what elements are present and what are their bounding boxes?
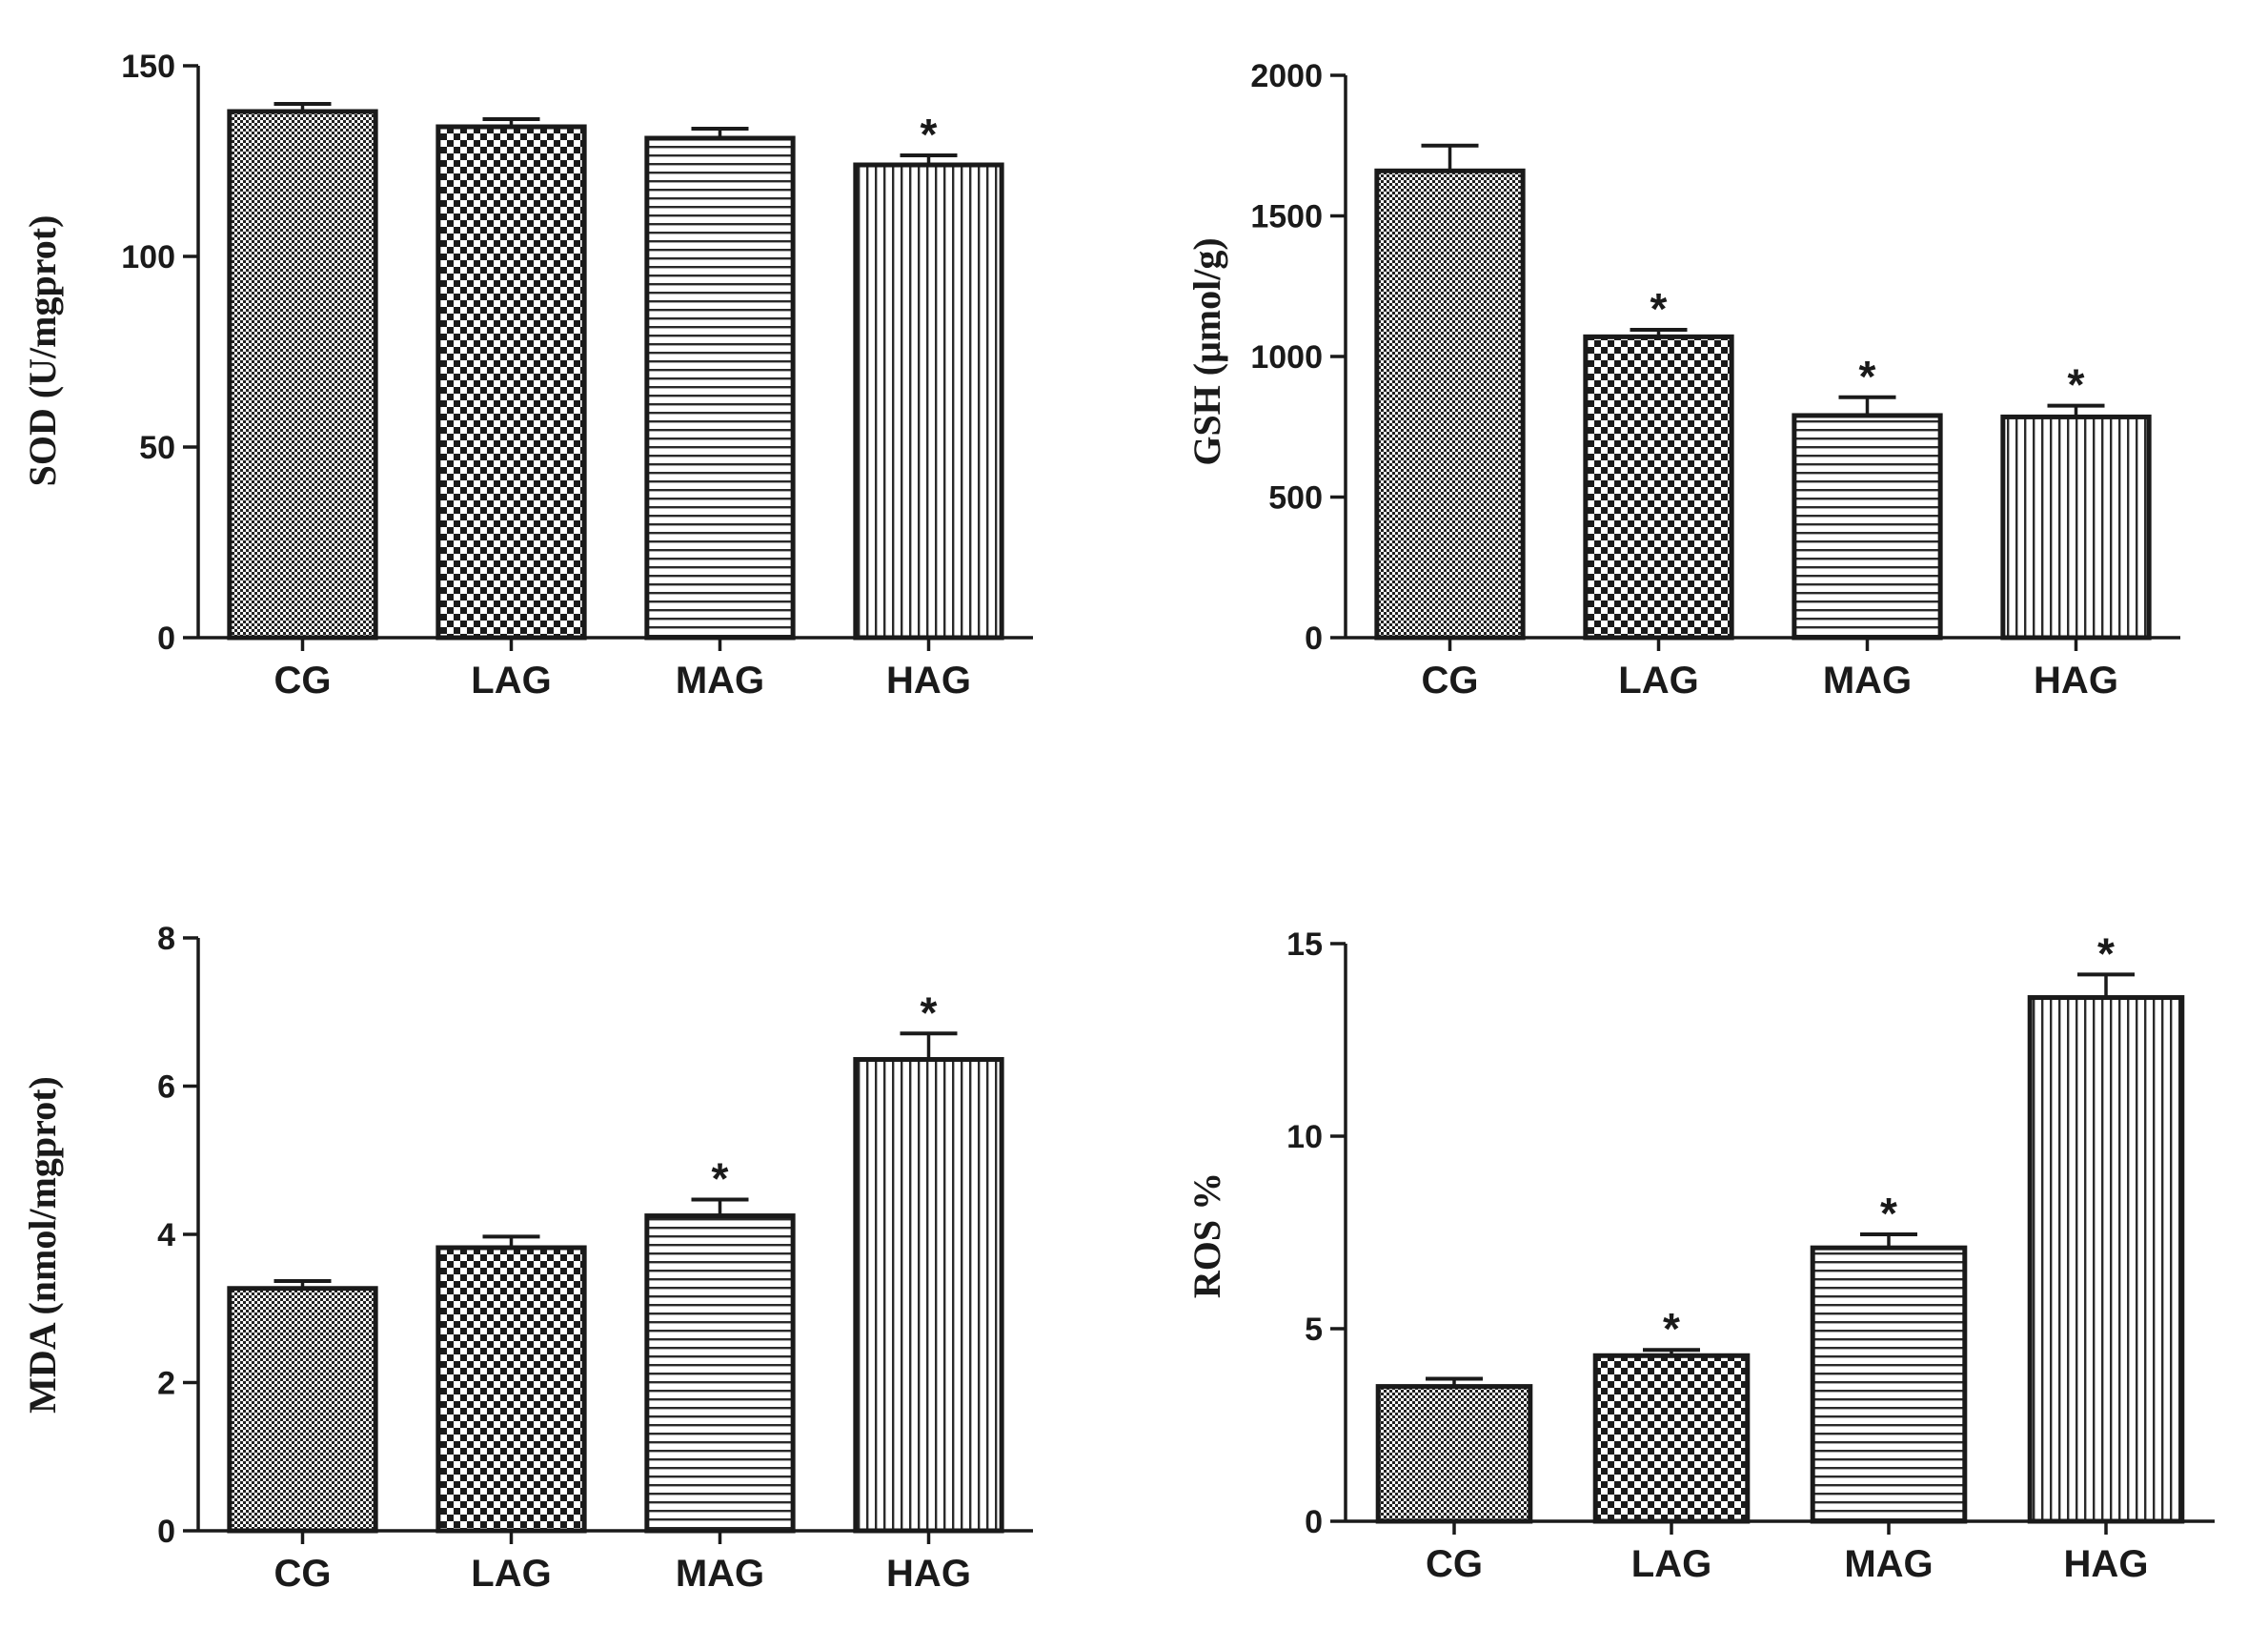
- y-axis-title: ROS %: [1185, 1172, 1228, 1298]
- y-tick-label: 100: [121, 239, 175, 275]
- y-axis-title: GSH (μmol/g): [1185, 237, 1228, 465]
- y-tick-label: 2000: [1250, 58, 1323, 94]
- bar: [2000, 414, 2152, 641]
- x-category-label: MAG: [676, 660, 764, 702]
- significance-marker: *: [1859, 352, 1876, 401]
- x-category-label: LAG: [1631, 1543, 1711, 1585]
- bar: [853, 1057, 1004, 1534]
- x-category-label: LAG: [1618, 660, 1698, 702]
- bar: [644, 135, 796, 641]
- y-tick-label: 0: [157, 1514, 175, 1550]
- y-axis-title: SOD (U/mgprot): [21, 215, 64, 487]
- bar: [1792, 413, 1943, 641]
- y-tick-label: 0: [157, 621, 175, 657]
- x-category-label: CG: [274, 660, 332, 702]
- significance-marker: *: [712, 1153, 729, 1203]
- y-tick-label: 8: [157, 921, 175, 957]
- bar: [1374, 168, 1526, 641]
- significance-marker: *: [2097, 928, 2115, 978]
- panel-sod: 0 50 100 150 SOD (U/mgprot) CG LAG MAG * HAG: [21, 49, 1033, 702]
- y-tick-label: 15: [1286, 926, 1323, 963]
- y-tick-label: 0: [1305, 1504, 1323, 1540]
- y-tick-label: 4: [157, 1217, 175, 1253]
- y-tick-label: 50: [139, 430, 175, 466]
- bar: [227, 1286, 378, 1534]
- y-axis-title: MDA (nmol/mgprot): [21, 1076, 64, 1414]
- bar: [227, 109, 378, 641]
- bar: [1583, 334, 1734, 641]
- significance-marker: *: [1880, 1189, 1897, 1238]
- x-category-label: HAG: [2064, 1543, 2149, 1585]
- y-tick-label: 150: [121, 49, 175, 85]
- y-tick-label: 1500: [1250, 199, 1323, 235]
- x-category-label: MAG: [1823, 660, 1912, 702]
- x-category-label: CG: [274, 1553, 332, 1595]
- significance-marker: *: [921, 987, 938, 1037]
- significance-marker: *: [921, 110, 938, 159]
- x-category-label: MAG: [676, 1553, 764, 1595]
- panel-mda: 0 2 4 6 8 MDA (nmol/mgprot) CG LAG * MAG * HAG: [21, 921, 1033, 1595]
- panel-gsh: 0 500 1000 1500 2000 GSH (μmol/g) CG * LAG * MAG * H…: [1185, 58, 2180, 702]
- y-tick-label: 6: [157, 1069, 175, 1106]
- x-category-label: CG: [1422, 660, 1479, 702]
- x-category-label: MAG: [1844, 1543, 1933, 1585]
- x-category-label: LAG: [471, 660, 551, 702]
- y-tick-label: 0: [1305, 621, 1323, 657]
- significance-marker: *: [1650, 284, 1668, 334]
- significance-marker: *: [2068, 360, 2085, 410]
- bar: [853, 162, 1004, 641]
- x-category-label: HAG: [886, 1553, 971, 1595]
- significance-marker: *: [1663, 1304, 1680, 1353]
- bar: [1375, 1384, 1533, 1524]
- bar: [2027, 995, 2185, 1524]
- bar: [435, 124, 587, 641]
- bar: [1592, 1353, 1751, 1524]
- bar: [435, 1245, 587, 1534]
- x-category-label: HAG: [886, 660, 971, 702]
- y-tick-label: 2: [157, 1366, 175, 1402]
- y-tick-label: 10: [1286, 1119, 1323, 1155]
- y-tick-label: 500: [1268, 480, 1323, 517]
- panel-ros: 0 5 10 15 ROS % CG * LAG * MAG * HAG: [1185, 926, 2215, 1585]
- y-tick-label: 1000: [1250, 339, 1323, 376]
- y-tick-label: 5: [1305, 1312, 1323, 1348]
- x-category-label: CG: [1426, 1543, 1483, 1585]
- x-category-label: LAG: [471, 1553, 551, 1595]
- x-category-label: HAG: [2034, 660, 2118, 702]
- bar: [1810, 1245, 1968, 1524]
- bar: [644, 1213, 796, 1534]
